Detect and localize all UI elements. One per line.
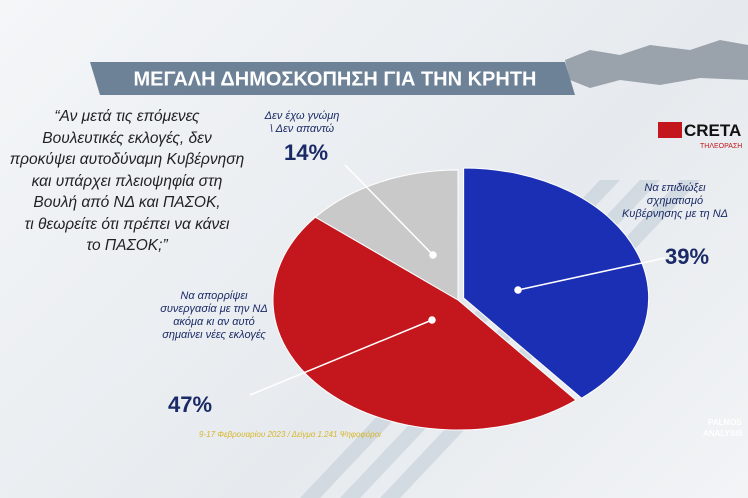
question-line: το ΠΑΣΟΚ;” (86, 237, 168, 254)
question-line: και υπάρχει πλειοψηφία στη (31, 172, 223, 190)
value-label: 47% (168, 392, 213, 417)
question-line: προκύψει αυτοδύναμη Κυβέρνηση (9, 151, 245, 168)
question-line: τι θεωρείτε ότι πρέπει να κάνει (24, 215, 230, 233)
title-banner (90, 62, 575, 95)
title: ΜΕΓΑΛΗ ΔΗΜΟΣΚΟΠΗΣΗ ΓΙΑ ΤΗΝ ΚΡΗΤΗ (133, 68, 536, 90)
footer-note: 9-17 Φεβρουαρίου 2023 / Δείγμα 1.241 Ψηφ… (199, 430, 381, 439)
question-line: Βουλευτικές εκλογές, δεν (42, 129, 212, 147)
slice-label: Δεν έχω γνώμη \ Δεν απαντώ (264, 110, 340, 135)
source: ANALYSIS (703, 429, 743, 438)
question-line: Βουλή από ΝΔ και ΠΑΣΟΚ, (33, 194, 221, 211)
slice-label: Να επιδιώξει σχηματισμό Κυβέρνησης με τη… (621, 182, 729, 220)
question: “Αν μετά τις επόμενες Βουλευτικές εκλογές… (0, 106, 268, 257)
slice-label: Να απορρίψει συνεργασία με την ΝΔ ακόμα … (160, 290, 268, 341)
pie-slice (463, 167, 650, 399)
logo: CRETA (684, 121, 741, 140)
source: PALMOS (708, 418, 742, 427)
question-line: “Αν μετά τις επόμενες (54, 108, 200, 125)
value-label: 14% (284, 140, 329, 165)
pie-slice (314, 169, 459, 301)
map (565, 40, 748, 88)
value-label: 39% (665, 244, 710, 269)
logo-sub: ΤΗΛΕΟΡΑΣΗ (700, 143, 742, 150)
logo-box (658, 122, 682, 138)
leaders (249, 164, 666, 396)
